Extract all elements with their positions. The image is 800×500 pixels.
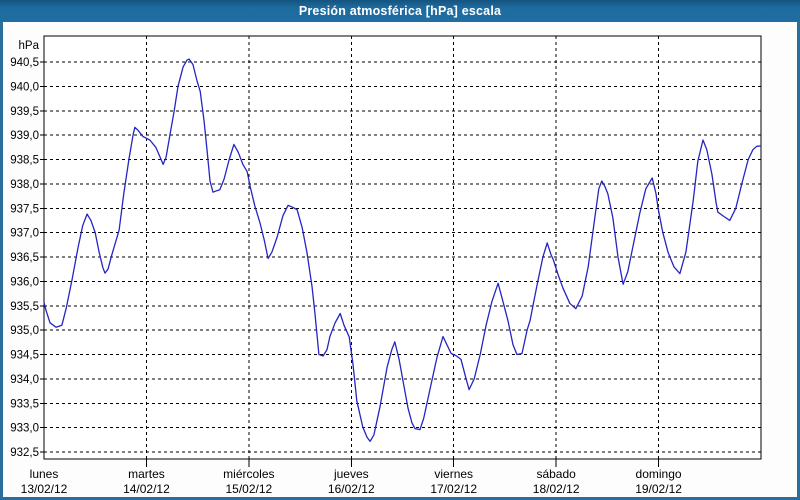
y-unit-label: hPa (19, 40, 40, 52)
x-weekday-label: domingo (636, 467, 682, 481)
y-axis-labels: 940,5 940,0 939,5 939,0 938,5 938,0 937,5 937,0… (10, 40, 39, 459)
y-tick-label: 933,5 (10, 398, 39, 410)
x-weekday-label: jueves (333, 467, 369, 481)
y-tick-label: 937,5 (10, 203, 39, 215)
x-date-label: 14/02/12 (123, 482, 170, 496)
x-date-label: 13/02/12 (21, 482, 68, 496)
x-date-label: 16/02/12 (328, 482, 375, 496)
y-tick-label: 936,5 (10, 252, 39, 264)
chart-title: Presión atmosférica [hPa] escala (298, 4, 502, 18)
x-date-label: 17/02/12 (430, 482, 477, 496)
x-weekday-label: lunes (30, 467, 59, 481)
plot-area-border (43, 35, 762, 460)
x-weekday-label: sábado (536, 467, 576, 481)
x-date-label: 19/02/12 (635, 482, 682, 496)
y-tick-label: 935,0 (10, 325, 39, 337)
y-tick-label: 934,5 (10, 350, 39, 362)
x-weekday-label: martes (128, 467, 165, 481)
y-tick-label: 935,5 (10, 301, 39, 313)
y-tick-label: 939,5 (10, 106, 39, 118)
pressure-line-chart: 940,5 940,0 939,5 939,0 938,5 938,0 937,5 937,0… (10, 35, 762, 496)
y-tick-label: 940,0 (10, 81, 39, 93)
y-tick-label: 937,0 (10, 228, 39, 240)
x-date-label: 15/02/12 (225, 482, 272, 496)
y-tick-label: 934,0 (10, 374, 39, 386)
gridlines (44, 36, 761, 459)
y-tick-label: 938,5 (10, 155, 39, 167)
y-tick-label: 939,0 (10, 130, 39, 142)
title-bar: Presión atmosférica [hPa] escala (0, 0, 800, 22)
pressure-series-line (43, 58, 762, 442)
x-weekday-label: miércoles (223, 467, 274, 481)
x-weekday-label: viernes (434, 467, 473, 481)
y-tick-label: 940,5 (10, 57, 39, 69)
y-tick-label: 932,5 (10, 447, 39, 459)
x-date-label: 18/02/12 (533, 482, 580, 496)
y-tick-label: 936,0 (10, 276, 39, 288)
tick-marks (40, 61, 660, 467)
y-tick-label: 938,0 (10, 179, 39, 191)
y-tick-label: 933,0 (10, 423, 39, 435)
